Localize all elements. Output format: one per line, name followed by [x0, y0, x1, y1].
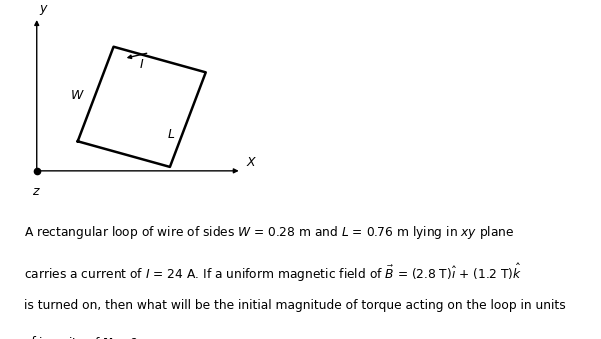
- Text: is turned on, then what will be the initial magnitude of torque acting on the lo: is turned on, then what will be the init…: [23, 299, 566, 312]
- Text: carries a current of $\mathit{I}$ = 24 A. If a uniform magnetic field of $\vec{B: carries a current of $\mathit{I}$ = 24 A…: [23, 262, 522, 284]
- Text: of: of: [23, 336, 40, 339]
- Text: L: L: [167, 127, 174, 140]
- Text: X: X: [247, 156, 255, 169]
- Text: I: I: [139, 58, 143, 71]
- Text: z: z: [32, 185, 38, 198]
- Text: in units of $\mathbf{N{\cdot}m}$?: in units of $\mathbf{N{\cdot}m}$?: [38, 336, 138, 339]
- Text: A rectangular loop of wire of sides $\mathit{W}$ = 0.28 m and $\mathit{L}$ = 0.7: A rectangular loop of wire of sides $\ma…: [23, 224, 514, 241]
- Text: W: W: [70, 89, 83, 102]
- Text: y: y: [39, 2, 47, 15]
